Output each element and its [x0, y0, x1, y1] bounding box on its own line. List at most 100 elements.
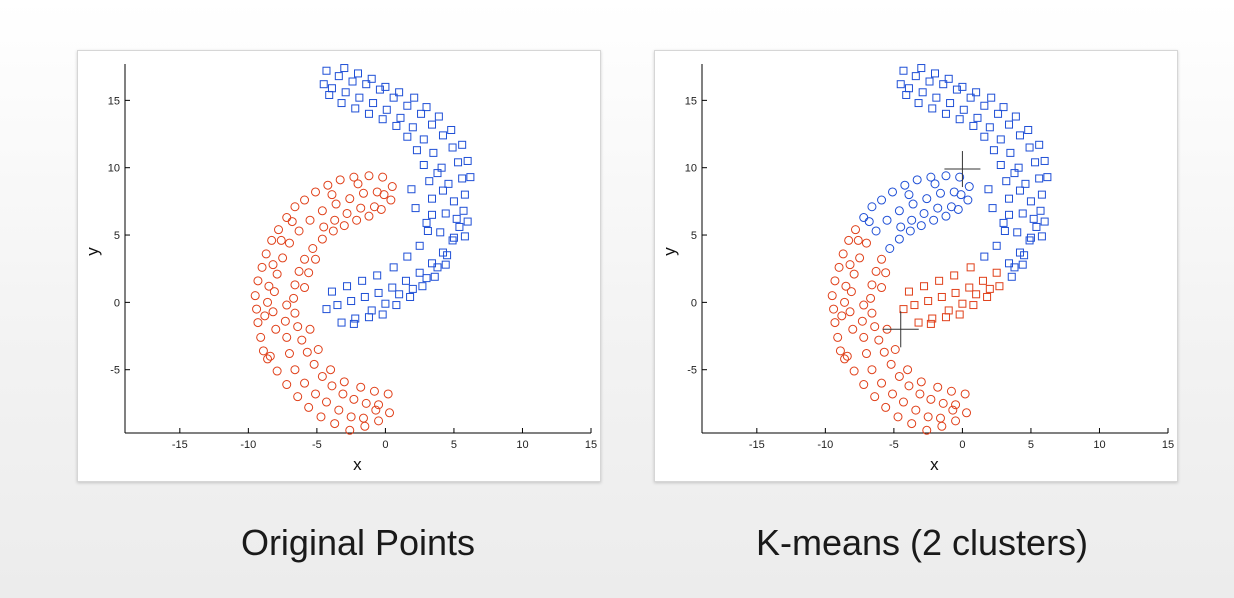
- data-point-square: [958, 299, 967, 308]
- data-point-circle: [859, 300, 869, 310]
- data-point-circle: [278, 253, 288, 263]
- data-point-square: [928, 104, 937, 113]
- data-point-circle: [339, 377, 349, 387]
- data-point-square: [389, 263, 398, 272]
- data-point-square: [403, 252, 412, 261]
- data-point-circle: [896, 222, 906, 232]
- data-point-square: [926, 319, 935, 328]
- data-point-circle: [257, 262, 267, 272]
- data-point-square: [983, 292, 992, 301]
- data-point-circle: [356, 203, 366, 213]
- data-point-circle: [837, 311, 847, 321]
- data-point-circle: [282, 380, 292, 390]
- data-point-square: [978, 276, 987, 285]
- data-point-circle: [353, 179, 363, 189]
- data-point-square: [1043, 173, 1052, 182]
- data-point-square: [374, 288, 383, 297]
- data-point-circle: [871, 266, 881, 276]
- data-point-circle: [300, 378, 310, 388]
- x-tick-label: -15: [172, 439, 188, 451]
- data-point-circle: [912, 175, 922, 185]
- data-point-square: [348, 77, 357, 86]
- data-point-square: [334, 72, 343, 81]
- data-point-circle: [331, 199, 341, 209]
- data-point-circle: [265, 351, 275, 361]
- data-point-circle: [345, 194, 355, 204]
- data-point-square: [1040, 156, 1049, 165]
- data-point-circle: [888, 389, 898, 399]
- data-point-circle: [356, 382, 366, 392]
- data-point-square: [987, 93, 996, 102]
- data-point-square: [1005, 194, 1014, 203]
- data-point-circle: [253, 276, 263, 286]
- data-point-square: [914, 318, 923, 327]
- data-point-circle: [378, 172, 388, 182]
- data-point-circle: [256, 332, 266, 342]
- data-point-square: [899, 66, 908, 75]
- data-point-circle: [272, 366, 282, 376]
- data-point-square: [395, 88, 404, 97]
- data-point-square: [1005, 120, 1014, 129]
- data-point-circle: [835, 346, 845, 356]
- y-tick-label: 10: [685, 163, 697, 175]
- x-tick-label: -10: [817, 439, 833, 451]
- data-point-square: [1031, 158, 1040, 167]
- data-point-circle: [844, 235, 854, 245]
- data-point-circle: [267, 235, 277, 245]
- data-point-square: [1015, 131, 1024, 140]
- y-tick-label: -5: [110, 365, 120, 377]
- data-point-circle: [929, 215, 939, 225]
- data-point-circle: [328, 226, 338, 236]
- data-point-square: [443, 251, 452, 260]
- data-point-square: [920, 282, 929, 291]
- data-point-square: [939, 80, 948, 89]
- data-point-circle: [922, 194, 932, 204]
- data-point-square: [408, 123, 417, 132]
- data-point-circle: [386, 195, 396, 205]
- data-point-square: [362, 80, 371, 89]
- data-point-circle: [948, 405, 958, 415]
- data-point-circle: [258, 346, 268, 356]
- data-point-square: [985, 123, 994, 132]
- data-point-circle: [907, 215, 917, 225]
- data-point-circle: [838, 249, 848, 259]
- data-point-square: [955, 115, 964, 124]
- y-tick-label: 15: [108, 95, 120, 107]
- data-point-square: [1015, 186, 1024, 195]
- data-point-square: [941, 109, 950, 118]
- data-point-square: [1035, 140, 1044, 149]
- data-point-circle: [311, 187, 321, 197]
- data-point-square: [1029, 214, 1038, 223]
- data-point-circle: [263, 354, 273, 364]
- data-point-square: [931, 69, 939, 78]
- data-point-circle: [317, 234, 327, 244]
- data-point-square: [999, 103, 1008, 112]
- data-point-square: [444, 179, 453, 188]
- x-tick-label: -15: [749, 439, 765, 451]
- data-point-circle: [841, 281, 851, 291]
- data-point-square: [388, 283, 397, 292]
- x-tick-label: 0: [959, 439, 965, 451]
- data-point-square: [327, 84, 336, 93]
- data-point-square: [980, 252, 989, 261]
- data-point-circle: [346, 412, 356, 422]
- data-point-circle: [300, 283, 310, 293]
- data-point-square: [911, 72, 920, 81]
- data-point-square: [441, 209, 450, 218]
- data-point-square: [904, 287, 913, 296]
- data-point-square: [910, 301, 919, 310]
- data-point-square: [452, 214, 461, 223]
- data-point-circle: [941, 171, 951, 181]
- data-point-square: [419, 161, 428, 170]
- data-point-square: [430, 272, 439, 281]
- data-point-circle: [855, 253, 865, 263]
- data-point-square: [1018, 260, 1027, 269]
- data-point-circle: [935, 413, 945, 423]
- data-point-circle: [345, 425, 355, 435]
- data-point-square: [985, 284, 994, 293]
- data-point-square: [1006, 148, 1015, 157]
- data-point-square: [972, 88, 981, 97]
- x-tick-label: -5: [889, 439, 899, 451]
- data-point-square: [358, 276, 367, 285]
- data-point-circle: [290, 365, 300, 375]
